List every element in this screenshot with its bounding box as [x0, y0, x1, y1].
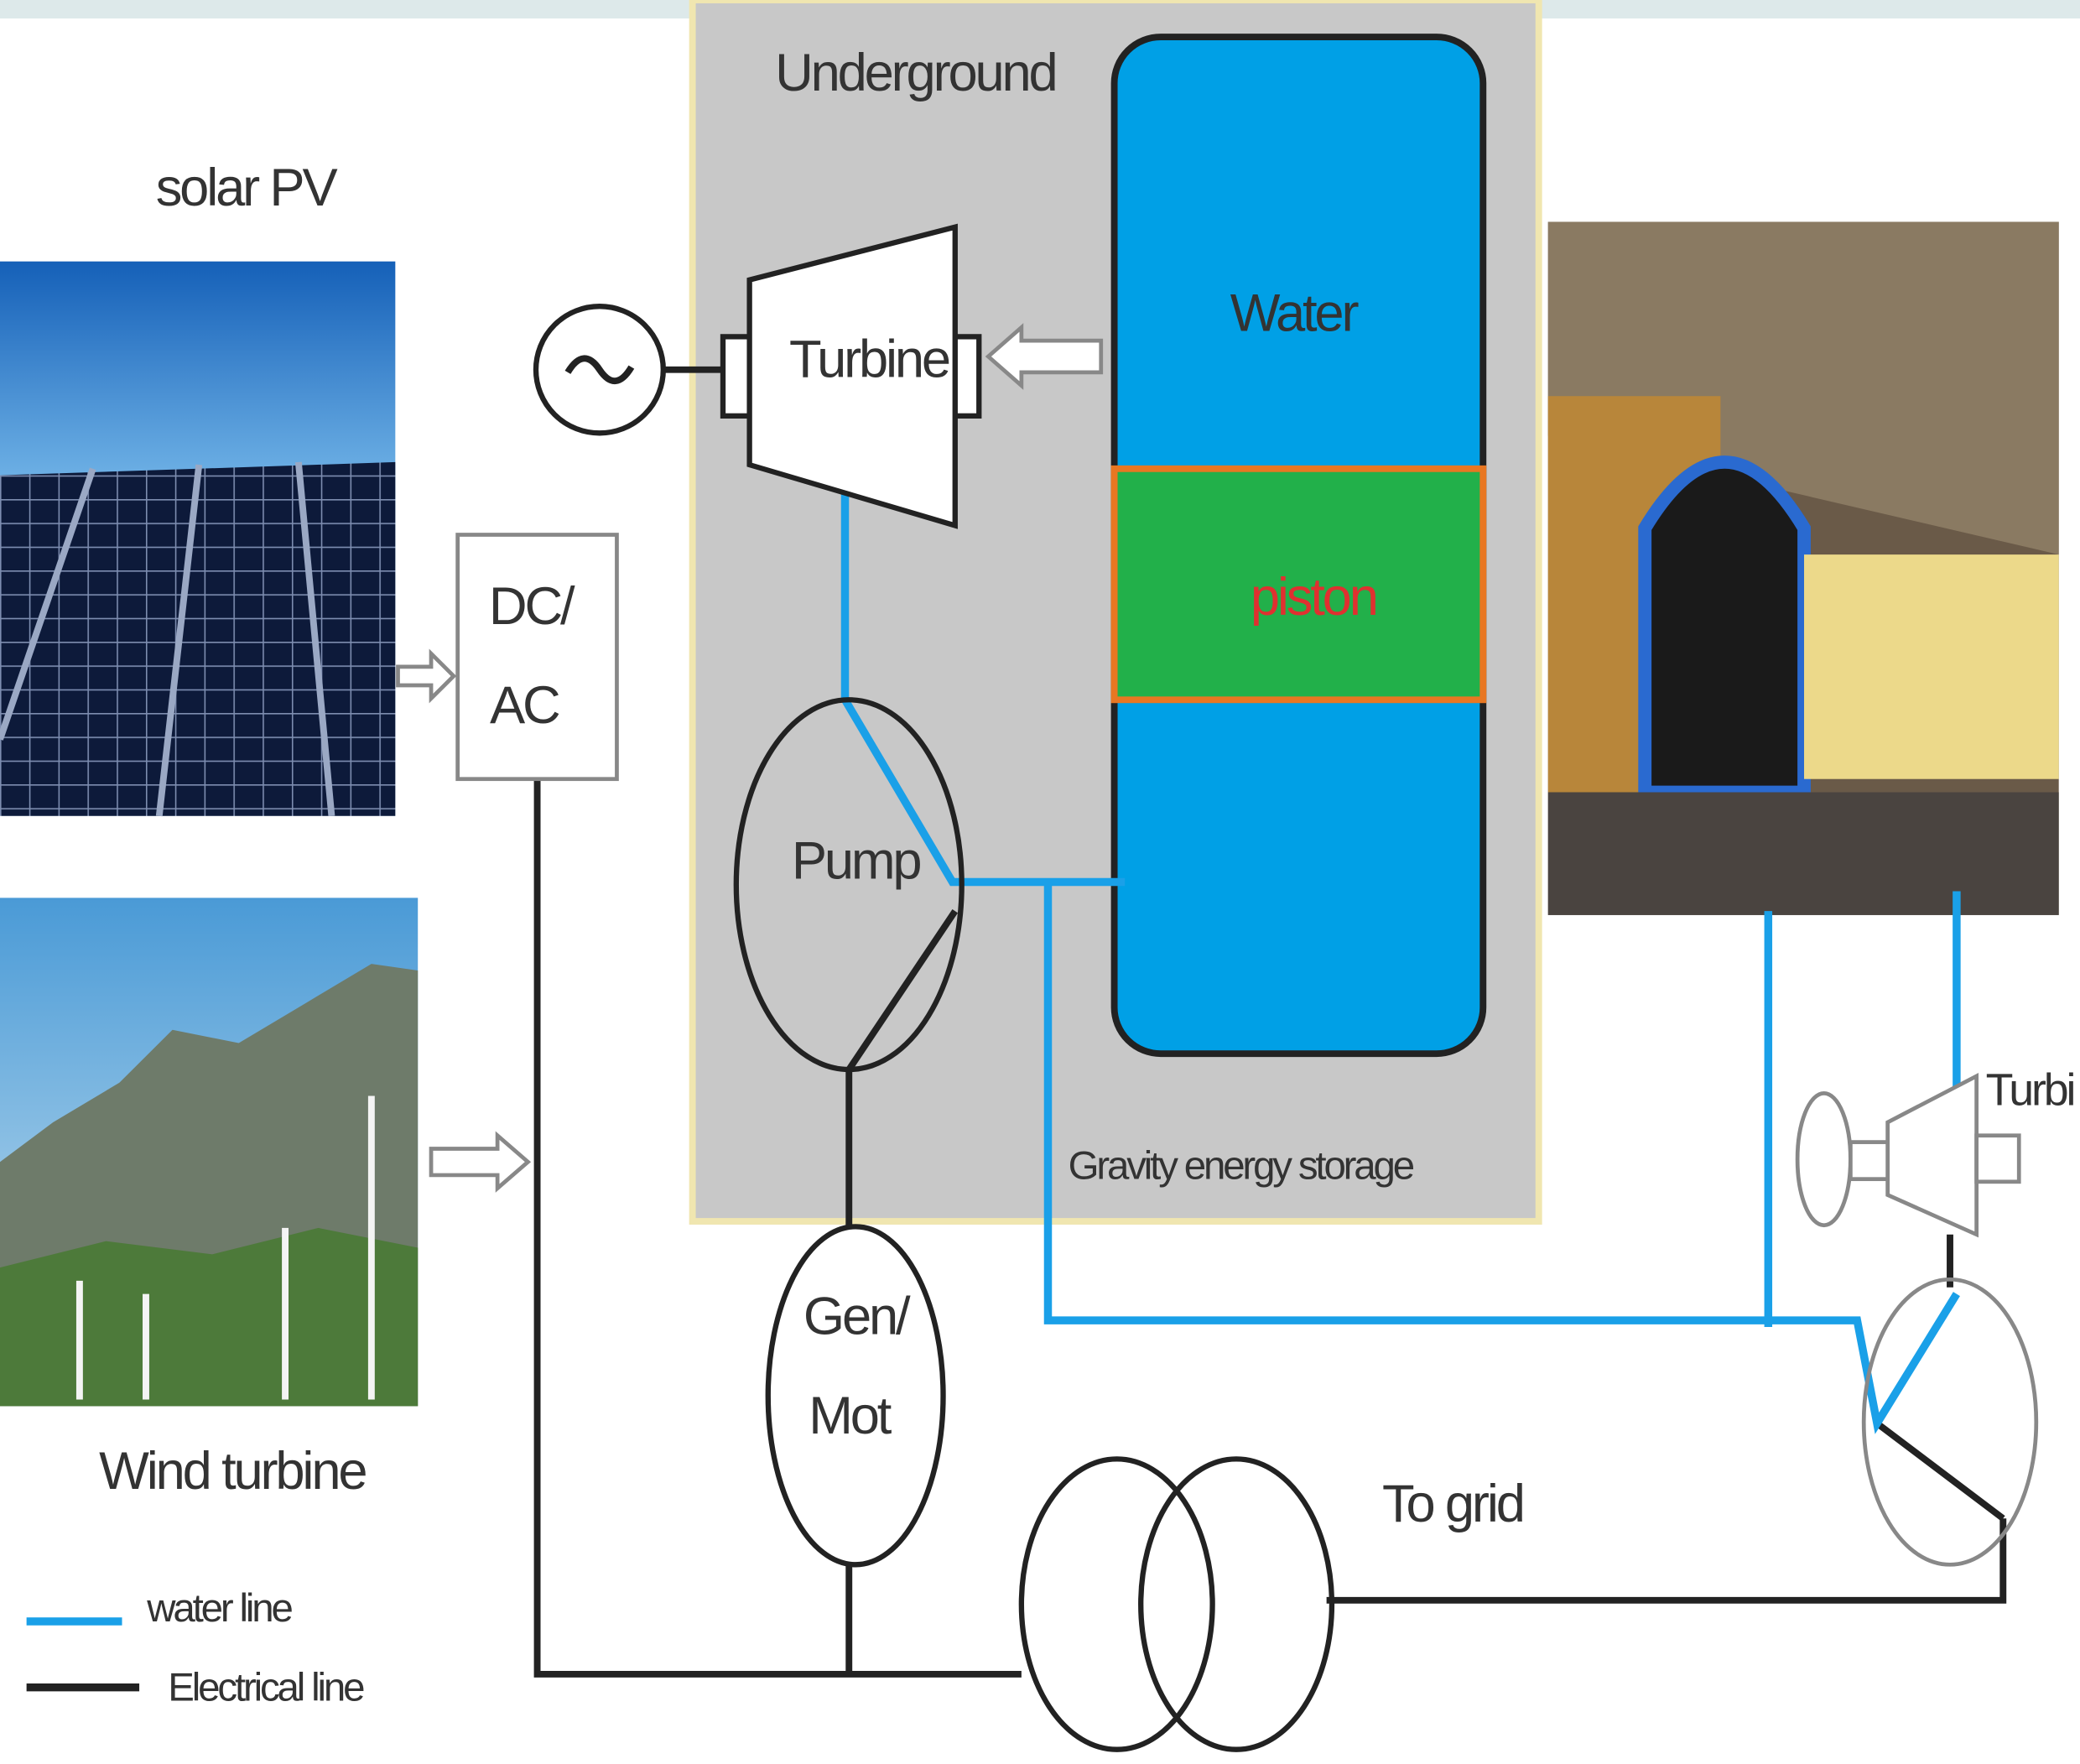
turbine-right-label: Turbi [1986, 1065, 2074, 1116]
dc-ac-label: AC [490, 676, 559, 735]
tunnel-image [1548, 221, 2059, 914]
wind-image [0, 898, 418, 1406]
transformer-coil [1022, 1459, 1213, 1749]
legend-electrical-label: Electrical line [168, 1665, 364, 1709]
to-grid-label: To grid [1382, 1475, 1523, 1533]
flow-arrow [398, 653, 453, 699]
dc-ac-label: DC/ [489, 577, 575, 636]
piston-label: piston [1251, 568, 1376, 627]
page: {"labels": { "underground": "Underground… [0, 0, 2080, 1764]
solar-label: solar PV [156, 159, 338, 217]
gen-mot-label: Mot [809, 1387, 892, 1445]
turbine-small [1888, 1076, 1977, 1235]
transformer-coil [1141, 1459, 1332, 1749]
pump-small [1864, 1279, 2036, 1564]
gen-mot-label: Gen/ [803, 1288, 911, 1346]
gravity-storage-label: Gravity energy storage [1069, 1144, 1414, 1189]
wind-label: Wind turbine [99, 1442, 366, 1501]
water-label: Water [1230, 284, 1359, 343]
turbine-label: Turbine [789, 330, 949, 389]
shaft [1977, 1136, 2020, 1182]
flow-arrow [431, 1136, 528, 1189]
dc-ac-box [458, 535, 617, 779]
pump-label: Pump [792, 832, 921, 891]
solar-image [0, 262, 395, 816]
legend-water-label: water line [146, 1586, 292, 1631]
generator-small [1797, 1093, 1850, 1225]
diagram: Underground Water piston solar PV Wind t… [0, 0, 2080, 1764]
underground-label: Underground [775, 44, 1056, 102]
shaft [1850, 1142, 1890, 1179]
